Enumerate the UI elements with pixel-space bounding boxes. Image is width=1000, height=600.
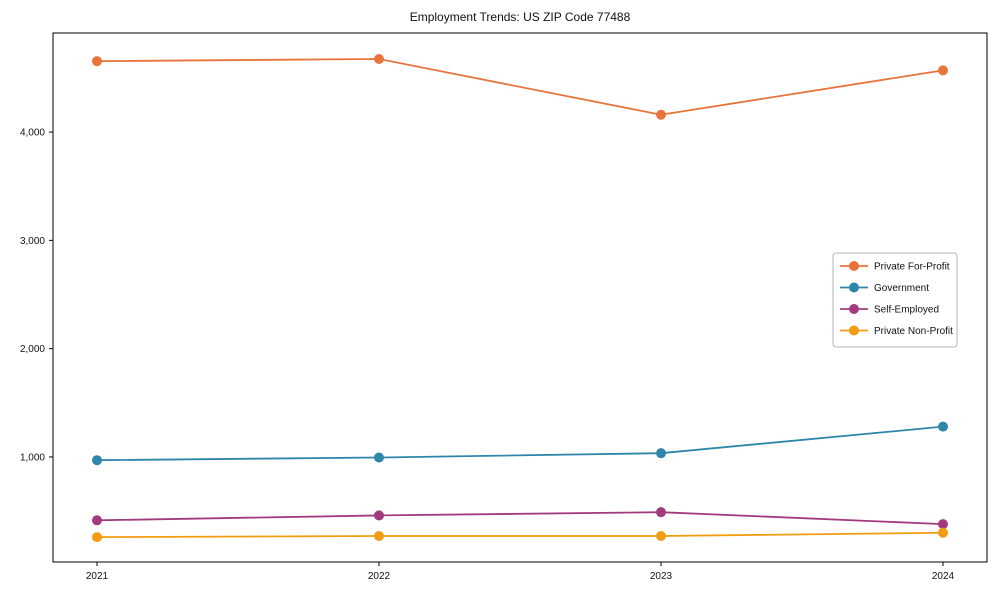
series-marker [938,421,948,432]
series-marker [92,56,102,67]
legend-sample-marker [849,282,859,293]
series-marker [92,532,102,543]
legend-sample-marker [849,261,859,271]
series-marker [92,455,102,466]
series-line [96,58,944,116]
series-marker [374,53,384,64]
y-tick-label: 2,000 [20,344,45,355]
y-tick-label: 1,000 [20,452,45,463]
series-marker [938,65,948,76]
legend-sample-marker [849,325,859,336]
legend-sample-marker [849,304,859,314]
y-tick-label: 3,000 [20,236,45,247]
series-marker [374,531,384,542]
legend-label: Government [874,283,929,294]
y-tick-label: 4,000 [20,128,45,139]
series-line [96,511,944,525]
legend-label: Private For-Profit [874,262,950,273]
series-marker [656,448,666,459]
series-marker [374,510,384,521]
series-marker [656,109,666,120]
series-marker [92,515,102,526]
series-marker [938,527,948,538]
plot-border [52,32,988,563]
series-line [96,531,944,538]
x-tick-label: 2022 [368,571,391,582]
legend-label: Private Non-Profit [874,326,953,337]
x-tick-label: 2021 [86,571,109,582]
chart-title: Employment Trends: US ZIP Code 77488 [409,10,631,24]
series-marker [938,519,948,530]
legend-label: Self-Employed [874,305,939,316]
legend-box [832,252,958,348]
series-line [96,425,944,462]
series-marker [656,531,666,542]
series-marker [374,452,384,463]
x-tick-label: 2023 [650,571,673,582]
series-marker [656,507,666,518]
x-tick-label: 2024 [932,571,955,582]
